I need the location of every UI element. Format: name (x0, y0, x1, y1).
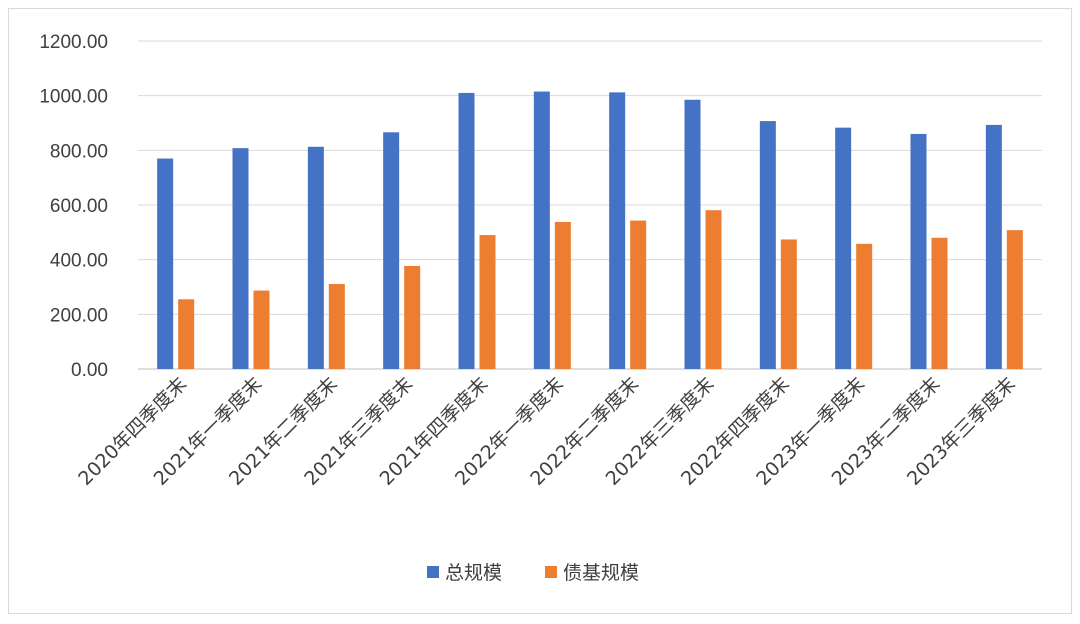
bar-total-5 (533, 91, 550, 370)
bar-bond-8 (780, 239, 797, 369)
bar-bond-3 (404, 265, 421, 369)
bar-total-3 (383, 132, 400, 369)
y-tick-label: 600.00 (50, 196, 108, 217)
bar-total-9 (835, 127, 852, 369)
legend-label: 总规模 (445, 562, 502, 584)
y-tick-label: 1000.00 (39, 87, 108, 108)
legend: 总规模 债基规模 (427, 562, 639, 584)
x-axis-labels: 2020年四季度末2021年一季度末2021年二季度末2021年三季度末2021… (74, 373, 1020, 490)
y-tick-label: 200.00 (50, 305, 108, 326)
bar-total-10 (910, 133, 927, 369)
legend-label: 债基规模 (563, 562, 639, 584)
y-tick-label: 0.00 (71, 360, 108, 381)
bar-bond-4 (479, 235, 496, 369)
bar-bond-11 (1006, 230, 1023, 369)
y-tick-label: 800.00 (50, 141, 108, 162)
bar-total-0 (157, 158, 174, 369)
bar-total-2 (307, 146, 324, 369)
bar-total-6 (609, 92, 626, 370)
bar-total-7 (684, 99, 701, 370)
bar-total-8 (759, 121, 776, 369)
y-tick-label: 400.00 (50, 251, 108, 272)
bar-bond-0 (178, 299, 195, 369)
bar-bond-10 (931, 237, 948, 369)
bar-total-1 (232, 148, 249, 369)
gridlines (138, 40, 1042, 370)
bar-total-4 (458, 92, 475, 369)
y-axis-ticks: 0.00 200.00 400.00 600.00 800.00 1000.00 1200.… (39, 32, 108, 381)
bars (157, 91, 1023, 370)
bar-total-11 (985, 124, 1002, 369)
y-tick-label: 1200.00 (39, 32, 108, 53)
bar-bond-1 (253, 290, 270, 369)
legend-swatch (545, 566, 557, 578)
bar-bond-2 (328, 283, 345, 369)
legend-swatch (427, 566, 439, 578)
bar-bond-9 (856, 243, 873, 369)
bar-bond-6 (630, 220, 647, 369)
bar-bond-7 (705, 210, 722, 369)
bar-bond-5 (554, 221, 571, 369)
